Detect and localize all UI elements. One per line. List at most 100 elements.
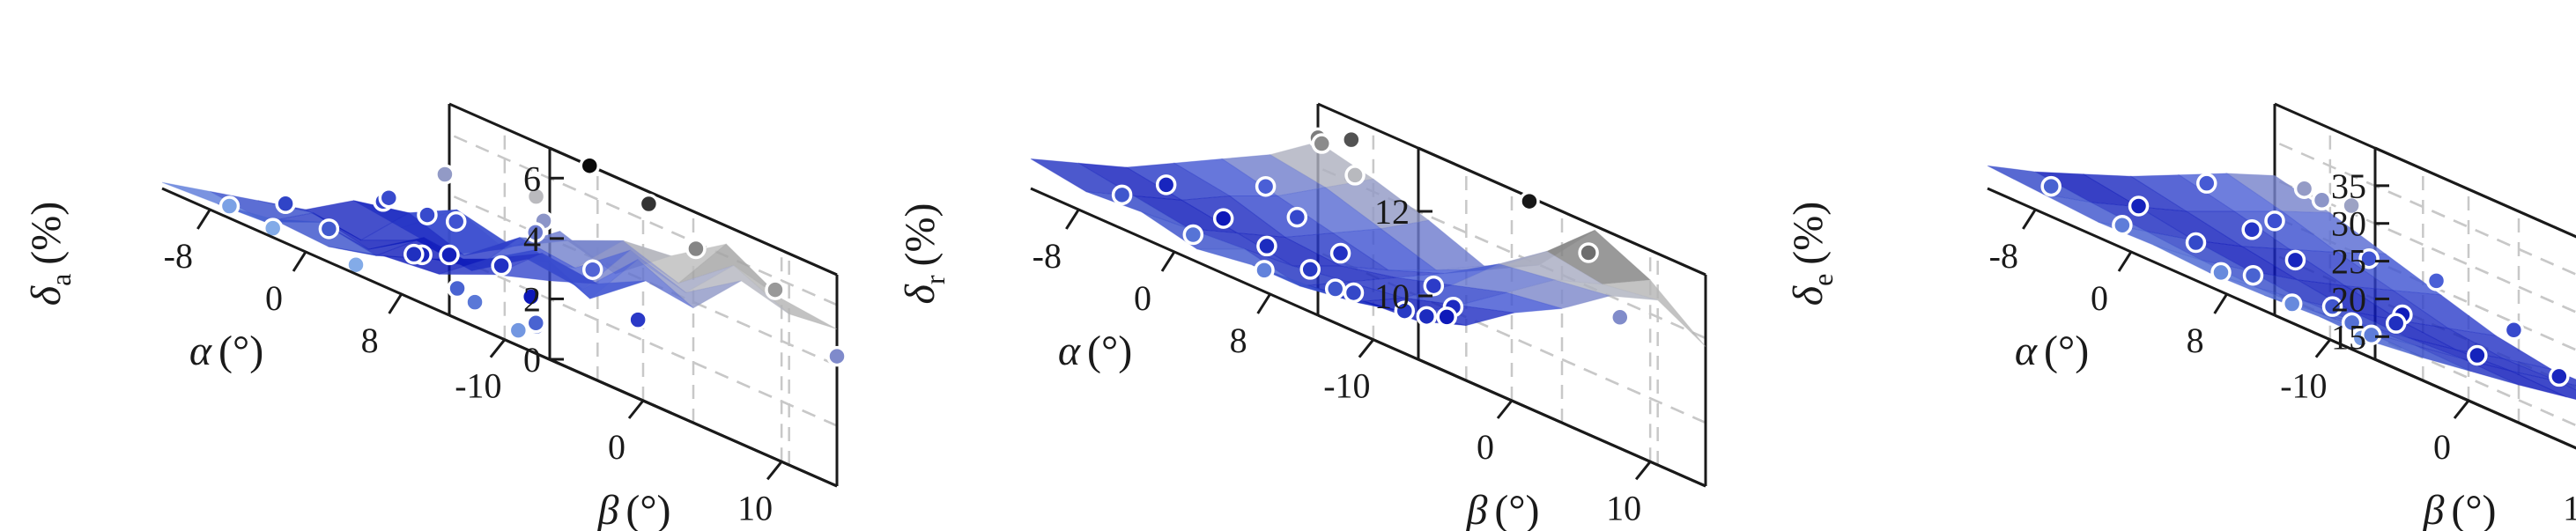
box-edge-top-right <box>2274 102 2576 239</box>
beta-tick-label: -10 <box>2280 366 2327 406</box>
data-point <box>1329 242 1351 264</box>
data-point <box>765 279 786 300</box>
z-axis-title: δa (%) <box>23 202 77 306</box>
alpha-tick <box>1160 251 1176 272</box>
data-point <box>2311 189 2333 211</box>
data-point <box>2281 293 2303 314</box>
z-axis-title: δr (%) <box>897 203 951 305</box>
data-point <box>627 309 648 330</box>
beta-tick-label: -10 <box>1323 366 1370 406</box>
beta-tick <box>1358 338 1375 358</box>
z-tick-label: 30 <box>2331 204 2366 244</box>
z-symbol: δ <box>23 285 70 306</box>
z-tick-label: 35 <box>2331 166 2366 206</box>
data-point <box>1212 208 1234 229</box>
alpha-tick-label: -8 <box>164 236 193 276</box>
z-tick-label: 12 <box>1374 192 1410 232</box>
data-point <box>2360 324 2382 346</box>
beta-tick <box>489 338 507 358</box>
data-point <box>434 164 455 185</box>
data-point <box>2284 249 2306 271</box>
data-point <box>275 193 296 215</box>
box-edge-top-left <box>2374 146 2576 239</box>
alpha-axis-title: α (°) <box>1058 328 1132 374</box>
alpha-tick <box>196 209 211 230</box>
beta-symbol: β <box>596 487 618 531</box>
beta-symbol: β <box>2422 487 2444 531</box>
box-edge-top-right <box>1317 102 1706 277</box>
z-tick-label: 10 <box>1374 277 1410 316</box>
z-unit: (%) <box>23 202 70 265</box>
beta-tick <box>1496 400 1514 419</box>
data-point <box>525 313 547 334</box>
data-point <box>2341 312 2363 334</box>
data-point <box>2242 264 2264 286</box>
panel-delta-e: 80-8-100101520253035α(°)β(°)δe(%) <box>1785 102 2576 531</box>
data-point <box>2358 247 2380 269</box>
beta-tick <box>1634 461 1652 481</box>
alpha-axis-title: α (°) <box>189 328 263 374</box>
data-point <box>1286 206 1308 228</box>
data-points <box>2040 173 2570 387</box>
z-tick-label: 15 <box>2331 317 2366 357</box>
alpha-tick <box>1256 293 1271 314</box>
alpha-symbol: α <box>189 328 212 374</box>
beta-tick-label: 0 <box>608 427 625 467</box>
data-point <box>1155 174 1177 195</box>
data-point <box>318 218 340 240</box>
beta-tick <box>627 400 645 419</box>
data-point <box>491 254 512 277</box>
data-point <box>2503 320 2525 341</box>
alpha-tick-label: 0 <box>1134 278 1151 318</box>
alpha-tick <box>2213 293 2228 314</box>
surface-patch <box>2462 358 2567 398</box>
data-point <box>2185 232 2207 254</box>
beta-unit: (°) <box>1494 487 1539 531</box>
data-point <box>1394 300 1416 321</box>
z-tick-label: 2 <box>523 279 541 319</box>
alpha-tick-label: 8 <box>1230 321 1247 360</box>
z-subscript: e <box>1807 274 1839 286</box>
alpha-tick-label: 0 <box>265 278 283 318</box>
data-point <box>378 187 400 209</box>
alpha-tick <box>1065 209 1080 230</box>
data-point <box>439 244 460 266</box>
data-point <box>1299 259 1321 280</box>
data-point <box>2425 270 2447 291</box>
data-points <box>218 155 848 367</box>
data-point <box>2385 313 2407 334</box>
data-point <box>507 320 529 341</box>
data-point <box>2467 344 2488 366</box>
data-point <box>1256 235 1277 257</box>
data-point <box>1343 282 1365 304</box>
surface-patch <box>1458 291 1563 313</box>
beta-tick <box>766 461 783 481</box>
z-tick-label: 6 <box>523 159 541 198</box>
alpha-tick <box>2022 209 2037 230</box>
data-point <box>638 193 660 215</box>
data-point <box>1610 306 1631 328</box>
beta-symbol: β <box>1465 487 1487 531</box>
beta-unit: (°) <box>2451 487 2496 531</box>
data-point <box>464 291 485 313</box>
data-point <box>1344 165 1366 186</box>
data-point <box>2210 262 2232 284</box>
beta-axis-title: β (°) <box>596 487 670 531</box>
alpha-tick <box>2117 251 2133 272</box>
data-point <box>2293 178 2315 199</box>
z-tick-label: 0 <box>523 340 541 380</box>
beta-tick-label: -10 <box>455 366 501 406</box>
z-subscript: a <box>45 274 77 286</box>
surface-patch <box>492 253 598 284</box>
surface <box>1030 141 1706 347</box>
z-subscript: r <box>919 275 951 284</box>
alpha-tick <box>388 293 403 314</box>
data-point <box>1578 242 1599 263</box>
data-point <box>218 195 241 217</box>
data-point <box>581 259 603 280</box>
beta-axis-title: β (°) <box>2422 487 2496 531</box>
data-point <box>525 222 546 243</box>
data-point <box>579 155 601 176</box>
